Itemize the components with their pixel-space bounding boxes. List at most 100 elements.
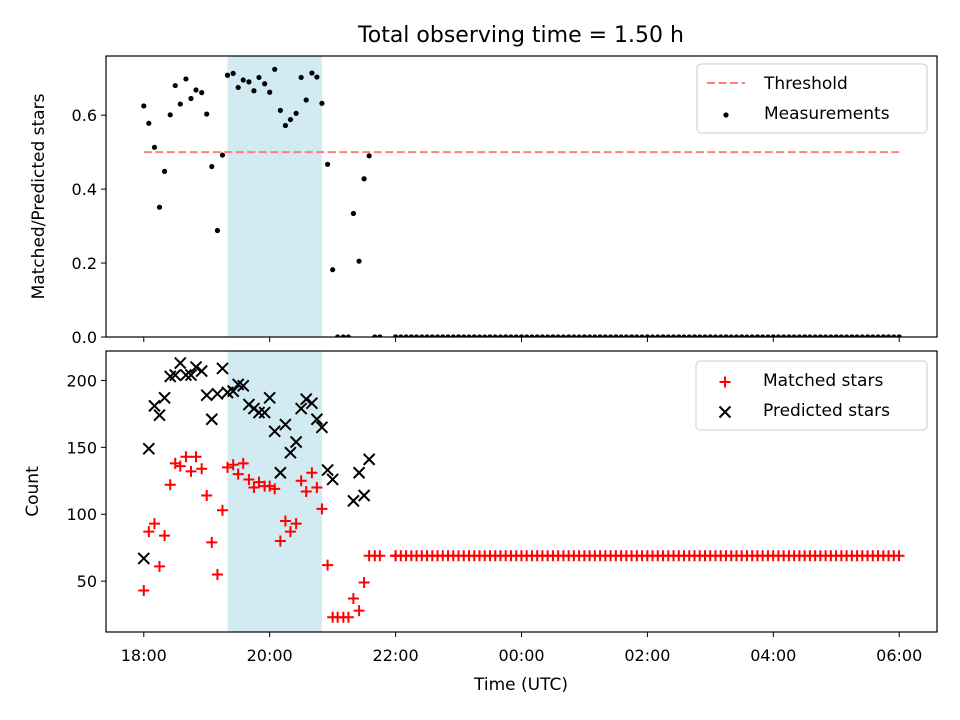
measurement-point (403, 334, 409, 337)
matched-star-point (206, 536, 218, 548)
matched-star-point (358, 576, 370, 588)
predicted-star-point (305, 396, 319, 410)
bottom-panel: 50 100 150 200 18:00 20:00 22:00 00:00 02:00 04:0… (23, 350, 938, 665)
predicted-star-point (326, 473, 339, 486)
legend-predicted-handle (718, 405, 732, 419)
measurement-point (372, 334, 378, 337)
measurement-point (392, 334, 399, 337)
matched-star-point (154, 560, 166, 572)
measurement-point (796, 334, 802, 337)
measurement-point (765, 334, 771, 337)
measurement-point (240, 77, 246, 83)
y-tick-label: 100 (66, 505, 97, 524)
measurement-point (571, 334, 577, 337)
matched-star-point (893, 550, 905, 562)
y-axis-label: Matched/Predicted stars (29, 93, 49, 299)
matched-star-point (306, 467, 318, 479)
predicted-star-point (211, 387, 224, 401)
top-axes: 0.0 0.2 0.4 0.6 Matched/Predicted stars (29, 55, 938, 347)
measurement-point (466, 334, 472, 337)
measurement-point (345, 334, 351, 337)
measurement-point (461, 334, 467, 337)
series-dot (141, 66, 902, 337)
measurement-point (298, 74, 304, 81)
measurement-point (529, 334, 535, 337)
measurement-point (277, 107, 283, 113)
predicted-star-point (321, 463, 334, 477)
measurement-point (193, 87, 199, 93)
measurement-point (161, 168, 168, 174)
predicted-star-point (179, 368, 193, 382)
matched-star-point (148, 518, 160, 530)
predicted-star-point (200, 388, 213, 402)
measurement-point (156, 204, 163, 210)
matched-star-point (222, 461, 234, 473)
matched-star-point (164, 479, 176, 491)
measurement-point (325, 161, 331, 167)
measurement-point (681, 334, 687, 337)
legend-label: Predicted stars (763, 401, 890, 421)
y-axis-label: Count (23, 466, 43, 517)
measurement-point (885, 334, 892, 337)
predicted-star-point (237, 379, 250, 392)
measurement-point (880, 334, 886, 337)
y-tick-label: 150 (66, 438, 97, 457)
predicted-star-point (310, 413, 324, 426)
measurement-point (188, 95, 194, 102)
predicted-star-point (184, 368, 198, 382)
measurement-point (686, 334, 692, 337)
x-tick-label: 04:00 (750, 646, 796, 665)
measurement-point (660, 334, 666, 337)
measurement-point (864, 334, 871, 337)
matched-star-point (284, 526, 296, 538)
predicted-star-point (268, 425, 281, 438)
predicted-star-point (284, 446, 297, 459)
measurement-point (151, 144, 158, 150)
measurement-point (718, 334, 724, 337)
predicted-star-point (352, 466, 366, 479)
observing-span (227, 56, 322, 337)
measurement-point (775, 334, 782, 337)
measurement-point (859, 334, 865, 337)
measurement-point (628, 334, 635, 337)
predicted-star-point (258, 406, 271, 419)
measurement-point (870, 334, 876, 337)
measurement-point (377, 334, 383, 337)
predicted-star-point (226, 384, 240, 398)
y-tick-label: 0.2 (72, 254, 97, 273)
measurement-point (581, 334, 587, 337)
measurement-point (230, 70, 236, 76)
measurement-point (545, 334, 551, 337)
measurement-point (733, 334, 740, 337)
measurement-point (471, 334, 477, 337)
measurement-point (854, 334, 860, 337)
measurement-point (335, 334, 341, 337)
predicted-star-point (347, 494, 360, 508)
matched-star-point (227, 459, 239, 471)
y-tick-label: 200 (66, 371, 97, 390)
predicted-star-point (315, 421, 329, 434)
y-tick-label: 50 (77, 572, 97, 591)
measurement-point (146, 120, 152, 126)
measurement-point (791, 334, 797, 337)
measurement-point (849, 334, 855, 337)
measurement-point (309, 70, 315, 76)
measurement-point (560, 334, 567, 337)
measurement-point (587, 334, 593, 337)
matched-star-point (237, 457, 249, 469)
predicted-star-point (142, 442, 156, 455)
measurement-point (649, 334, 656, 337)
measurement-point (676, 334, 682, 337)
measurement-point (655, 334, 661, 337)
measurement-point (707, 334, 713, 337)
predicted-star-point (148, 399, 161, 413)
measurement-point (434, 334, 441, 337)
measurement-point (209, 163, 215, 170)
measurement-point (760, 334, 766, 337)
measurement-point (251, 88, 257, 94)
y-tick-label: 0.4 (72, 180, 97, 199)
measurement-point (592, 334, 598, 337)
predicted-star-point (158, 391, 171, 405)
measurement-point (576, 334, 582, 337)
matched-star-point (248, 481, 260, 493)
